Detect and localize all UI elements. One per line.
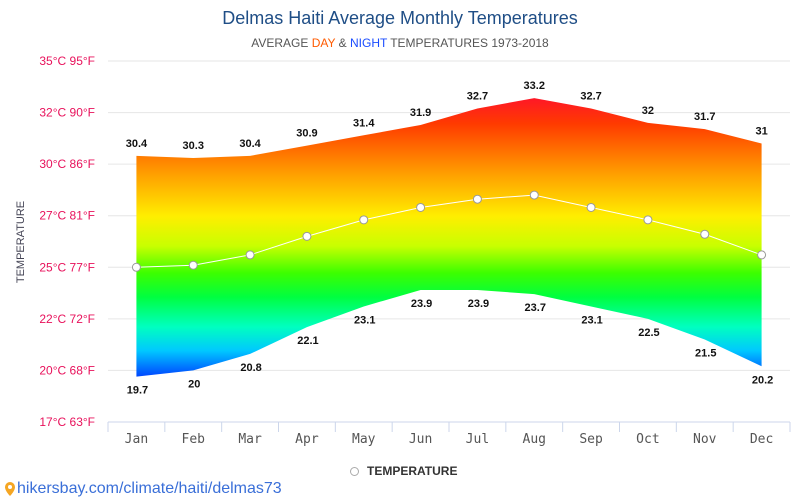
subtitle-night: NIGHT — [349, 36, 388, 50]
subtitle-prefix: AVERAGE — [251, 36, 312, 50]
map-pin-icon — [5, 482, 15, 496]
subtitle-day: DAY — [311, 36, 336, 50]
x-tick-label: Mar — [238, 432, 262, 447]
footer-text: hikersbay.com/climate/haiti/delmas73 — [17, 480, 282, 497]
night-data-label: 22.1 — [297, 335, 318, 347]
chart-subtitle: AVERAGE DAY & NIGHT TEMPERATURES 1973-20… — [0, 36, 800, 50]
day-data-label: 33.2 — [524, 80, 545, 92]
x-tick-label: Aug — [523, 432, 546, 447]
average-point[interactable] — [302, 231, 312, 241]
x-tick-label: Oct — [636, 432, 659, 447]
day-data-label: 31 — [755, 126, 767, 138]
night-data-label: 20.8 — [240, 362, 261, 374]
y-tick-label: 25°C 77°F — [39, 260, 95, 274]
day-data-label: 31.7 — [694, 111, 715, 123]
y-axis-label: TEMPERATURE — [15, 201, 27, 283]
temperature-chart: 35°C 95°F 32°C 90°F 30°C 86°F 27°C 81°F 25°C… — [15, 54, 791, 447]
night-data-label: 21.5 — [695, 347, 716, 359]
night-data-label: 23.1 — [581, 314, 602, 326]
y-tick-label: 22°C 72°F — [39, 312, 95, 326]
night-data-label: 23.1 — [354, 314, 375, 326]
average-line — [136, 194, 762, 268]
x-tick-label: Feb — [182, 432, 206, 447]
average-point[interactable] — [700, 229, 710, 239]
chart-title: Delmas Haiti Average Monthly Temperature… — [222, 8, 578, 28]
average-point[interactable] — [188, 260, 198, 270]
average-point[interactable] — [586, 202, 596, 212]
average-point[interactable] — [416, 202, 426, 212]
night-data-label: 23.9 — [468, 298, 489, 310]
subtitle-amp: & — [335, 36, 350, 50]
day-data-label: 32.7 — [580, 90, 601, 102]
average-point[interactable] — [757, 250, 767, 260]
x-tick-label: Dec — [750, 432, 773, 447]
average-point[interactable] — [472, 194, 482, 204]
day-data-label: 31.4 — [353, 117, 375, 129]
night-data-label: 22.5 — [638, 327, 659, 339]
legend-label: TEMPERATURE — [367, 464, 458, 478]
day-data-label: 32.7 — [467, 90, 488, 102]
x-tick-label: Jun — [409, 432, 432, 447]
average-point[interactable] — [529, 190, 539, 200]
temperature-range-area — [136, 98, 762, 377]
average-point[interactable] — [131, 262, 141, 272]
x-tick-label: Nov — [693, 432, 717, 447]
day-data-label: 30.3 — [183, 140, 204, 152]
night-data-label: 20 — [188, 378, 200, 390]
day-data-label: 31.9 — [410, 107, 431, 119]
day-data-label: 30.4 — [239, 138, 261, 150]
day-data-label: 30.4 — [126, 138, 148, 150]
x-tick-label: May — [352, 432, 376, 447]
x-tick-label: Sep — [579, 432, 603, 447]
subtitle-suffix: TEMPERATURES 1973-2018 — [387, 36, 549, 50]
day-data-label: 32 — [642, 105, 654, 117]
footer-link[interactable]: hikersbay.com/climate/haiti/delmas73 — [4, 480, 282, 498]
legend-marker-icon — [350, 466, 359, 476]
y-tick-label: 20°C 68°F — [39, 363, 95, 377]
average-point[interactable] — [643, 215, 653, 225]
y-tick-label: 32°C 90°F — [39, 106, 95, 120]
average-point[interactable] — [359, 215, 369, 225]
night-data-label: 23.7 — [525, 302, 546, 314]
night-data-label: 23.9 — [411, 298, 432, 310]
x-tick-label: Jul — [466, 432, 489, 447]
y-tick-label: 17°C 63°F — [39, 415, 95, 429]
night-data-label: 19.7 — [127, 385, 148, 397]
y-tick-label: 35°C 95°F — [39, 54, 95, 68]
x-tick-label: Apr — [295, 432, 319, 447]
y-tick-label: 30°C 86°F — [39, 157, 95, 171]
day-data-label: 30.9 — [296, 128, 317, 140]
average-point[interactable] — [245, 250, 255, 260]
y-tick-label: 27°C 81°F — [39, 209, 95, 223]
legend-temperature[interactable]: TEMPERATURE — [350, 464, 457, 478]
x-tick-label: Jan — [125, 432, 148, 447]
night-data-label: 20.2 — [752, 374, 773, 386]
